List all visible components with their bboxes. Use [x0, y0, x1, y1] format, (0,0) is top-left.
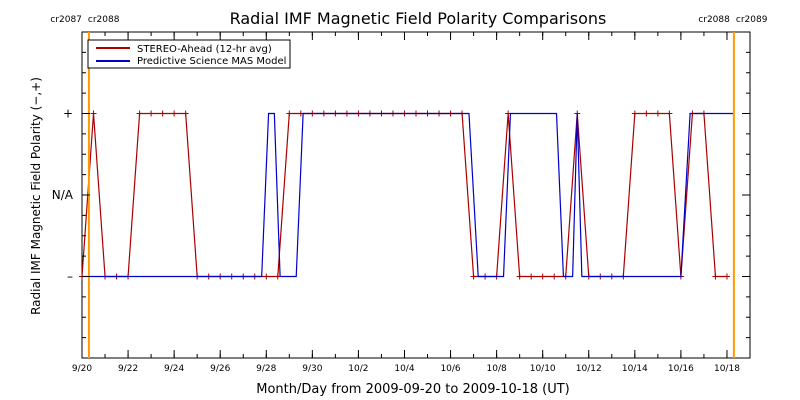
data-point — [666, 110, 673, 117]
data-point — [712, 273, 719, 280]
rotation-label: cr2088 — [88, 15, 120, 25]
legend: STEREO-Ahead (12-hr avg) Predictive Scie… — [87, 39, 291, 69]
chart-title: Radial IMF Magnetic Field Polarity Compa… — [230, 9, 607, 28]
axis-ticks: 9/20 9/22 9/24 9/26 9/28 9/30 10/2 10/4 10/6 10/8… — [52, 31, 751, 374]
x-tick-label: 9/20 — [72, 364, 92, 374]
rotation-label: cr2089 — [736, 15, 768, 25]
y-axis-label: Radial IMF Magnetic Field Polarity (−,+) — [29, 77, 43, 315]
legend-label-model: Predictive Science MAS Model — [137, 56, 286, 67]
data-point — [470, 273, 477, 280]
data-point — [182, 110, 189, 117]
data-point — [516, 273, 523, 280]
data-point — [263, 273, 270, 280]
data-point — [654, 110, 661, 117]
x-tick-label: 9/30 — [302, 364, 322, 374]
data-point — [171, 110, 178, 117]
x-tick-label: 10/12 — [576, 364, 602, 374]
x-tick-label: 9/24 — [164, 364, 184, 374]
series-line-1 — [82, 112, 734, 278]
rotation-label: cr2088 — [698, 15, 730, 25]
data-point — [136, 110, 143, 117]
x-tick-label: 10/10 — [530, 364, 556, 374]
data-point — [643, 110, 650, 117]
x-tick-label: 10/4 — [394, 364, 414, 374]
x-tick-label: 9/26 — [210, 364, 230, 374]
y-tick-label: – — [67, 270, 73, 284]
plot-border — [81, 31, 751, 359]
data-point — [539, 273, 546, 280]
plot-frame — [81, 31, 751, 359]
x-tick-label: 10/2 — [348, 364, 368, 374]
series-layer — [79, 110, 734, 280]
data-point — [551, 273, 558, 280]
x-tick-label: 10/6 — [440, 364, 460, 374]
x-tick-label: 10/14 — [622, 364, 648, 374]
x-tick-label: 10/8 — [487, 364, 507, 374]
data-point — [631, 110, 638, 117]
y-tick-label: N/A — [52, 188, 74, 202]
series-line-0 — [81, 112, 727, 278]
data-point — [159, 110, 166, 117]
rotation-label: cr2087 — [50, 15, 82, 25]
data-point — [286, 110, 293, 117]
y-tick-label: + — [63, 107, 73, 121]
legend-box — [87, 39, 291, 69]
legend-label-stereo: STEREO-Ahead (12-hr avg) — [137, 44, 272, 55]
x-tick-label: 10/18 — [714, 364, 740, 374]
data-point — [528, 273, 535, 280]
data-point — [723, 273, 730, 280]
data-point — [90, 110, 97, 117]
x-axis-label: Month/Day from 2009-09-20 to 2009-10-18 … — [256, 382, 569, 397]
x-tick-label: 9/22 — [118, 364, 138, 374]
data-point — [148, 110, 155, 117]
x-tick-label: 10/16 — [668, 364, 694, 374]
x-tick-label: 9/28 — [256, 364, 276, 374]
